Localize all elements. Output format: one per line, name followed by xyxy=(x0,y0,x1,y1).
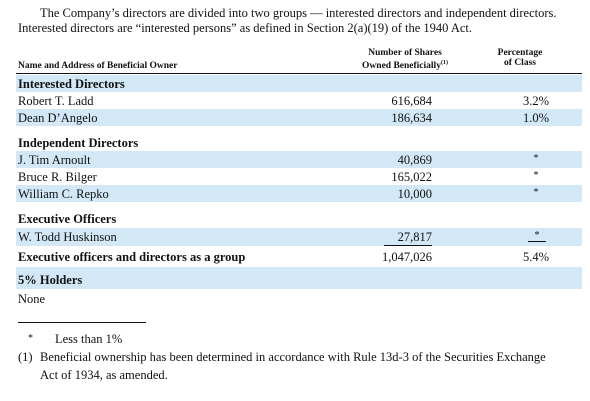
column-header: Number of Shares xyxy=(368,48,442,58)
group-heading: 5% Holders xyxy=(18,273,83,287)
table-row: William C. Repko 10,000 * xyxy=(16,185,582,202)
percent: 3.2% xyxy=(522,94,550,108)
table-row: W. Todd Huskinson 27,817 * xyxy=(16,228,582,246)
owner-name: None xyxy=(18,292,46,306)
header-text: Owned Beneficially xyxy=(362,61,441,72)
table-row: Robert T. Ladd 616,684 3.2% xyxy=(16,92,582,109)
percent: * xyxy=(528,230,546,242)
shares: 186,634 xyxy=(391,111,432,125)
shares: 1,047,026 xyxy=(382,250,432,264)
footnote-text: Less than 1% xyxy=(55,332,123,346)
percent: * xyxy=(533,187,539,198)
table-row: Interested Directors xyxy=(16,75,582,92)
table-row: Dean D’Angelo 186,634 1.0% xyxy=(16,109,582,126)
footnote-rule xyxy=(18,322,146,323)
table-row: Independent Directors xyxy=(16,134,582,151)
column-header: Owned Beneficially(1) xyxy=(345,58,465,72)
group-heading: Executive Officers xyxy=(18,212,117,226)
shares: 40,869 xyxy=(397,153,432,167)
footnote-mark: * xyxy=(28,333,33,344)
owner-name: Executive officers and directors as a gr… xyxy=(18,250,246,264)
owner-name: William C. Repko xyxy=(18,187,109,201)
shares: 616,684 xyxy=(391,94,432,108)
percent: 5.4% xyxy=(522,250,550,264)
table-row: Executive Officers xyxy=(16,210,582,227)
percent: * xyxy=(533,170,539,181)
group-heading: Independent Directors xyxy=(18,136,139,150)
intro-line: The Company’s directors are divided into… xyxy=(40,6,557,20)
table-row: J. Tim Arnoult 40,869 * xyxy=(16,151,582,168)
percent: 1.0% xyxy=(522,111,550,125)
table-row: Bruce R. Bilger 165,022 * xyxy=(16,168,582,185)
shares: 27,817 xyxy=(383,230,432,246)
intro-line: Interested directors are “interested per… xyxy=(18,21,472,35)
column-header: Percentage xyxy=(497,48,543,58)
footnote-text: Beneficial ownership has been determined… xyxy=(40,350,546,364)
table-row: None xyxy=(16,290,582,307)
owner-name: Bruce R. Bilger xyxy=(18,170,97,184)
group-heading: Interested Directors xyxy=(18,77,125,91)
owner-name: J. Tim Arnoult xyxy=(18,153,91,167)
column-header: Name and Address of Beneficial Owner xyxy=(18,61,178,71)
shares: 165,022 xyxy=(391,170,432,184)
footnote-mark: (1) xyxy=(18,350,33,364)
owner-name: W. Todd Huskinson xyxy=(18,230,117,244)
header-rule xyxy=(16,73,582,74)
footnote-text: Act of 1934, as amended. xyxy=(40,368,168,382)
owner-name: Dean D’Angelo xyxy=(18,111,98,125)
owner-name: Robert T. Ladd xyxy=(18,94,94,108)
column-header: of Class xyxy=(504,58,536,68)
percent: * xyxy=(533,153,539,164)
table-row: Executive officers and directors as a gr… xyxy=(16,247,582,267)
shares: 10,000 xyxy=(397,187,432,201)
footnote-ref: (1) xyxy=(440,60,448,66)
table-row: 5% Holders xyxy=(16,267,582,289)
